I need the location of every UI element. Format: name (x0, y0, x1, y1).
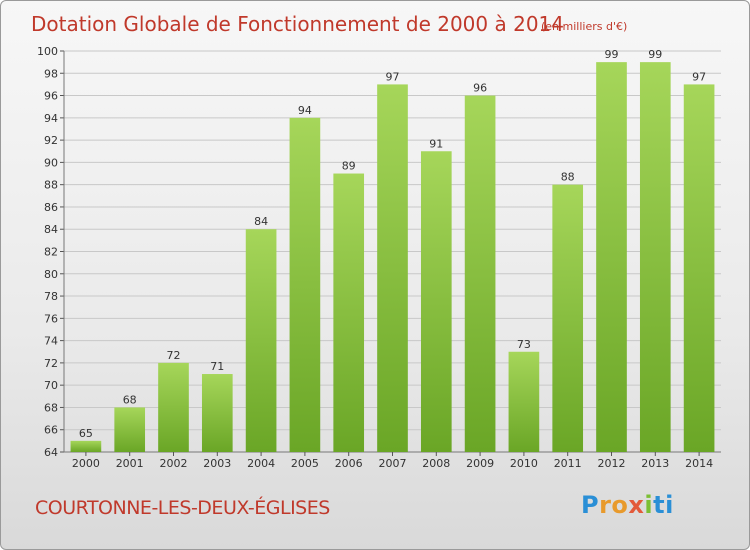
bar[interactable] (596, 62, 627, 453)
bar-value-label: 65 (79, 427, 93, 440)
y-tick-label: 98 (44, 67, 58, 80)
y-tick-label: 72 (44, 357, 58, 370)
bar[interactable] (114, 407, 146, 452)
bar-value-label: 72 (167, 349, 181, 362)
bar[interactable] (683, 84, 715, 453)
bar[interactable] (333, 173, 365, 452)
x-tick-label: 2000 (72, 457, 100, 470)
bar[interactable] (158, 362, 189, 452)
x-tick-label: 2007 (379, 457, 407, 470)
bar[interactable] (464, 95, 496, 453)
x-tick-label: 2001 (116, 457, 144, 470)
bar-value-label: 97 (386, 70, 400, 83)
y-tick-label: 64 (44, 446, 58, 459)
bars: 65 68 72 71 84 94 89 97 91 96 73 88 99 99 97 (70, 48, 715, 453)
bar-value-label: 91 (429, 137, 443, 150)
x-tick-label: 2002 (160, 457, 188, 470)
y-tick-label: 94 (44, 112, 58, 125)
chart-title: Dotation Globale de Fonctionnement de 20… (31, 12, 564, 36)
bar-value-label: 68 (123, 393, 137, 406)
bar-value-label: 89 (342, 160, 356, 173)
x-tick-label: 2006 (335, 457, 363, 470)
y-tick-label: 90 (44, 156, 58, 169)
bar-value-label: 96 (473, 82, 487, 95)
y-tick-label: 68 (44, 401, 58, 414)
bar[interactable] (552, 184, 584, 452)
bar[interactable] (377, 84, 408, 453)
y-tick-label: 82 (44, 246, 58, 259)
bar-value-label: 88 (561, 171, 575, 184)
bar[interactable] (201, 374, 233, 452)
y-tick-label: 84 (44, 223, 58, 236)
bar-value-label: 99 (605, 48, 619, 61)
bar-value-label: 97 (692, 70, 706, 83)
bar[interactable] (70, 440, 102, 452)
y-tick-label: 86 (44, 201, 58, 214)
x-axis: 2000 2001 2002 2003 2004 2005 2006 2007 2008 2009… (72, 452, 713, 470)
place-name: COURTONNE-LES-DEUX-ÉGLISES (35, 497, 330, 519)
bar[interactable] (508, 351, 540, 452)
y-tick-label: 88 (44, 179, 58, 192)
y-tick-label: 80 (44, 268, 58, 281)
bar-value-label: 94 (298, 104, 312, 117)
x-tick-label: 2003 (203, 457, 231, 470)
proxiti-logo[interactable]: Proxiti (581, 491, 674, 519)
bar[interactable] (420, 151, 452, 452)
bar[interactable] (639, 62, 671, 453)
x-tick-label: 2008 (422, 457, 450, 470)
y-tick-label: 92 (44, 134, 58, 147)
x-tick-label: 2004 (247, 457, 275, 470)
bar-value-label: 71 (210, 360, 224, 373)
y-tick-label: 74 (44, 335, 58, 348)
bar-value-label: 73 (517, 338, 531, 351)
bar[interactable] (289, 117, 321, 452)
x-tick-label: 2013 (641, 457, 669, 470)
y-tick-label: 100 (37, 45, 58, 58)
x-tick-label: 2005 (291, 457, 319, 470)
x-tick-label: 2010 (510, 457, 538, 470)
x-tick-label: 2011 (554, 457, 582, 470)
bar-value-label: 84 (254, 215, 268, 228)
y-tick-label: 96 (44, 90, 58, 103)
y-tick-label: 70 (44, 379, 58, 392)
bar[interactable] (245, 229, 277, 452)
x-tick-label: 2009 (466, 457, 494, 470)
chart-subtitle: (en milliers d'€) (541, 20, 627, 33)
x-tick-label: 2012 (598, 457, 626, 470)
bar-value-label: 99 (648, 48, 662, 61)
y-tick-label: 76 (44, 312, 58, 325)
y-tick-label: 66 (44, 424, 58, 437)
x-tick-label: 2014 (685, 457, 713, 470)
y-tick-label: 78 (44, 290, 58, 303)
